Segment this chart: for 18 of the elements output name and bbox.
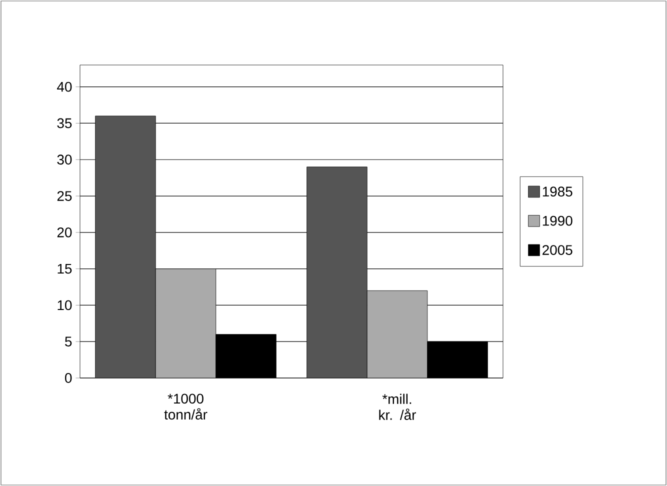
y-tick-label: 40 [57, 82, 72, 92]
legend-label: 2005 [542, 245, 572, 255]
bar [95, 116, 156, 378]
y-tick-label: 10 [58, 300, 72, 310]
bar [306, 166, 368, 378]
legend-label: 1990 [542, 216, 572, 226]
y-tick-label: 0 [65, 373, 72, 383]
y-tick-label: 5 [65, 336, 72, 346]
y-tick-label: 15 [58, 264, 72, 274]
y-tick-label: 20 [57, 227, 72, 238]
y-tick-label: 25 [57, 191, 72, 201]
x-tick-label: *mill. kr. /år [379, 394, 416, 420]
y-tick-label: 35 [57, 118, 72, 128]
y-tick-label: 30 [57, 154, 72, 165]
bar [366, 290, 428, 378]
legend-label: 1985 [542, 186, 572, 197]
bar [155, 268, 216, 378]
x-tick-label: *1000 tonn/år [164, 394, 208, 420]
